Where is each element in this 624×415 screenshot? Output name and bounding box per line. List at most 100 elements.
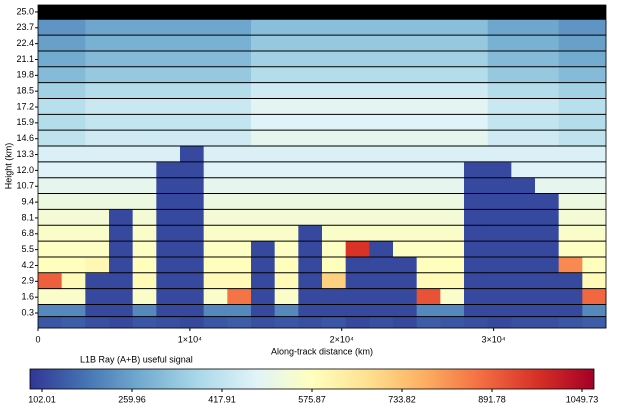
heatmap-cell	[535, 82, 560, 99]
heatmap-cell	[440, 98, 465, 115]
heatmap-cell	[203, 209, 228, 226]
heatmap-cell	[535, 256, 560, 274]
heatmap-cell	[345, 304, 370, 318]
heatmap-cell	[440, 114, 465, 131]
heatmap-cell	[251, 35, 276, 52]
heatmap-cell	[180, 256, 205, 274]
heatmap-cell	[416, 82, 441, 99]
heatmap-cell	[416, 50, 441, 68]
heatmap-cell	[416, 114, 441, 131]
heatmap-cell	[132, 114, 157, 131]
heatmap-cell	[180, 82, 205, 99]
heatmap-cell	[322, 193, 347, 210]
heatmap-cell	[274, 66, 299, 84]
heatmap-cell	[156, 130, 181, 147]
heatmap-cell	[109, 272, 134, 290]
heatmap-cell	[85, 288, 110, 305]
heatmap-cell	[85, 209, 110, 226]
heatmap-cell	[535, 288, 560, 305]
heatmap-cell	[558, 288, 583, 305]
heatmap-cell	[535, 225, 560, 242]
heatmap-cell	[322, 288, 347, 305]
heatmap-cell	[535, 304, 560, 318]
heatmap-cell	[251, 209, 276, 226]
heatmap-cell	[203, 50, 228, 68]
heatmap-cell	[38, 114, 63, 131]
heatmap-cell	[369, 82, 394, 99]
heatmap-cell	[511, 288, 536, 305]
heatmap-cell	[322, 35, 347, 52]
heatmap-cell	[203, 66, 228, 84]
heatmap-cell	[227, 256, 252, 274]
heatmap-cell	[274, 177, 299, 194]
heatmap-cell	[511, 98, 536, 115]
heatmap-cell	[85, 146, 110, 163]
heatmap-cell	[511, 146, 536, 163]
heatmap-cell	[369, 50, 394, 68]
heatmap-cell	[109, 288, 134, 305]
heatmap-cell	[535, 316, 560, 329]
heatmap-cell	[535, 114, 560, 131]
heatmap-cell	[345, 114, 370, 131]
heatmap-cell	[393, 130, 418, 147]
heatmap-cell	[393, 272, 418, 290]
heatmap-cell	[203, 19, 228, 36]
heatmap-cell	[109, 82, 134, 99]
heatmap-cell	[251, 98, 276, 115]
heatmap-cell	[251, 193, 276, 210]
heatmap-cell	[440, 50, 465, 68]
heatmap-cell	[61, 98, 86, 115]
heatmap-cell	[85, 19, 110, 36]
heatmap-cell	[180, 66, 205, 84]
heatmap-cell	[274, 82, 299, 99]
heatmap-cell	[203, 146, 228, 163]
heatmap-cell	[227, 288, 252, 305]
heatmap-cell	[464, 272, 489, 290]
heatmap-cell	[393, 161, 418, 179]
heatmap-cell	[61, 161, 86, 179]
heatmap-cell	[558, 316, 583, 329]
heatmap-cell	[345, 130, 370, 147]
heatmap-cell	[156, 177, 181, 194]
y-tick-label: 13.3	[16, 149, 34, 159]
heatmap-cell	[38, 161, 63, 179]
heatmap-cell	[558, 66, 583, 84]
y-tick-label: 17.2	[16, 101, 34, 111]
heatmap-cell	[322, 177, 347, 194]
heatmap-cell	[511, 130, 536, 147]
heatmap-cell	[535, 177, 560, 194]
heatmap-cell	[393, 114, 418, 131]
heatmap-cell	[61, 66, 86, 84]
heatmap-cell	[393, 98, 418, 115]
heatmap-cell	[85, 50, 110, 68]
heatmap-cell	[369, 316, 394, 329]
heatmap-cell	[251, 66, 276, 84]
heatmap-cell	[156, 304, 181, 318]
heatmap-cell	[416, 35, 441, 52]
heatmap-cell	[440, 161, 465, 179]
colorbar-tick-label: 259.96	[118, 394, 146, 404]
heatmap-cell	[298, 35, 323, 52]
heatmap-cell	[227, 161, 252, 179]
heatmap-cell	[558, 177, 583, 194]
heatmap-cell	[274, 209, 299, 226]
heatmap-cell	[511, 304, 536, 318]
heatmap-cell	[369, 304, 394, 318]
heatmap-cell	[322, 130, 347, 147]
y-tick-label: 5.5	[21, 244, 34, 254]
heatmap-cell	[582, 193, 607, 210]
heatmap-cell	[132, 146, 157, 163]
heatmap-cell	[298, 256, 323, 274]
heatmap-cell	[393, 316, 418, 329]
heatmap-cell	[251, 272, 276, 290]
heatmap-cell	[227, 177, 252, 194]
heatmap-cell	[393, 146, 418, 163]
heatmap-cell	[109, 146, 134, 163]
heatmap-cell	[132, 98, 157, 115]
heatmap-cell	[582, 82, 607, 99]
heatmap-cell	[416, 146, 441, 163]
heatmap-cell	[298, 50, 323, 68]
y-tick-label: 23.7	[16, 22, 34, 32]
heatmap-cell	[132, 130, 157, 147]
heatmap-cell	[535, 35, 560, 52]
